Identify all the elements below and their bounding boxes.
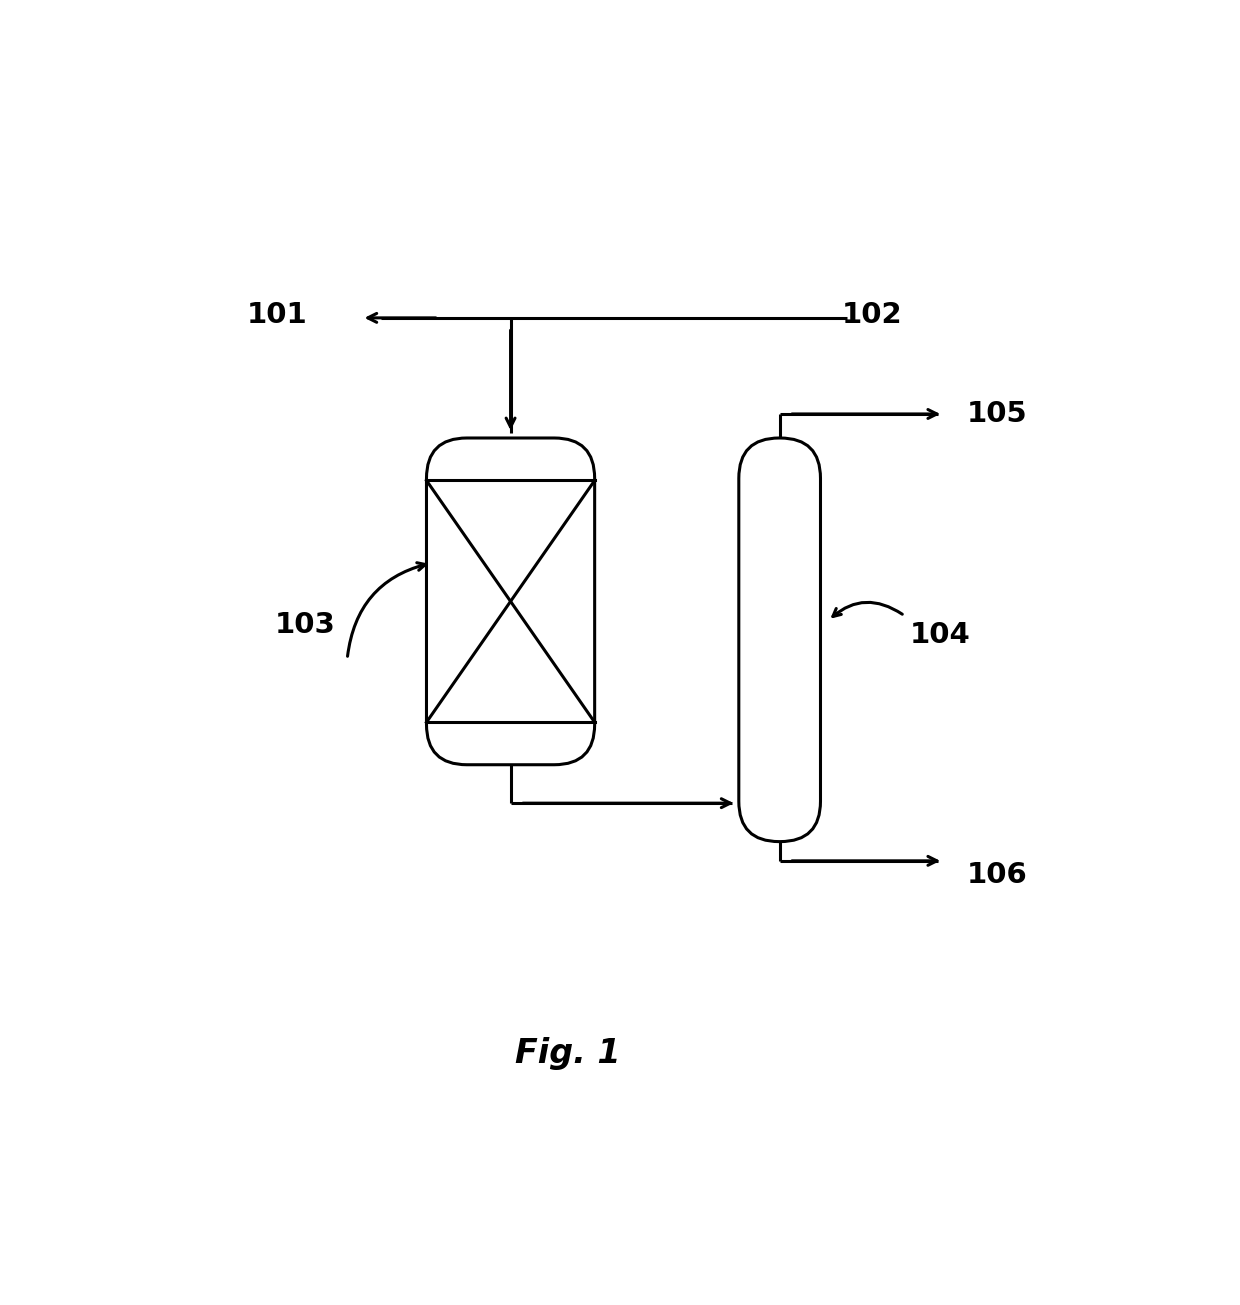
Text: Fig. 1: Fig. 1 [516, 1036, 621, 1070]
FancyBboxPatch shape [739, 438, 821, 842]
Text: 103: 103 [275, 611, 336, 639]
Text: 101: 101 [247, 301, 308, 329]
Text: 106: 106 [967, 861, 1028, 889]
Text: 104: 104 [909, 621, 970, 649]
Text: 102: 102 [842, 301, 903, 329]
FancyBboxPatch shape [427, 438, 595, 765]
Text: 105: 105 [967, 399, 1028, 428]
